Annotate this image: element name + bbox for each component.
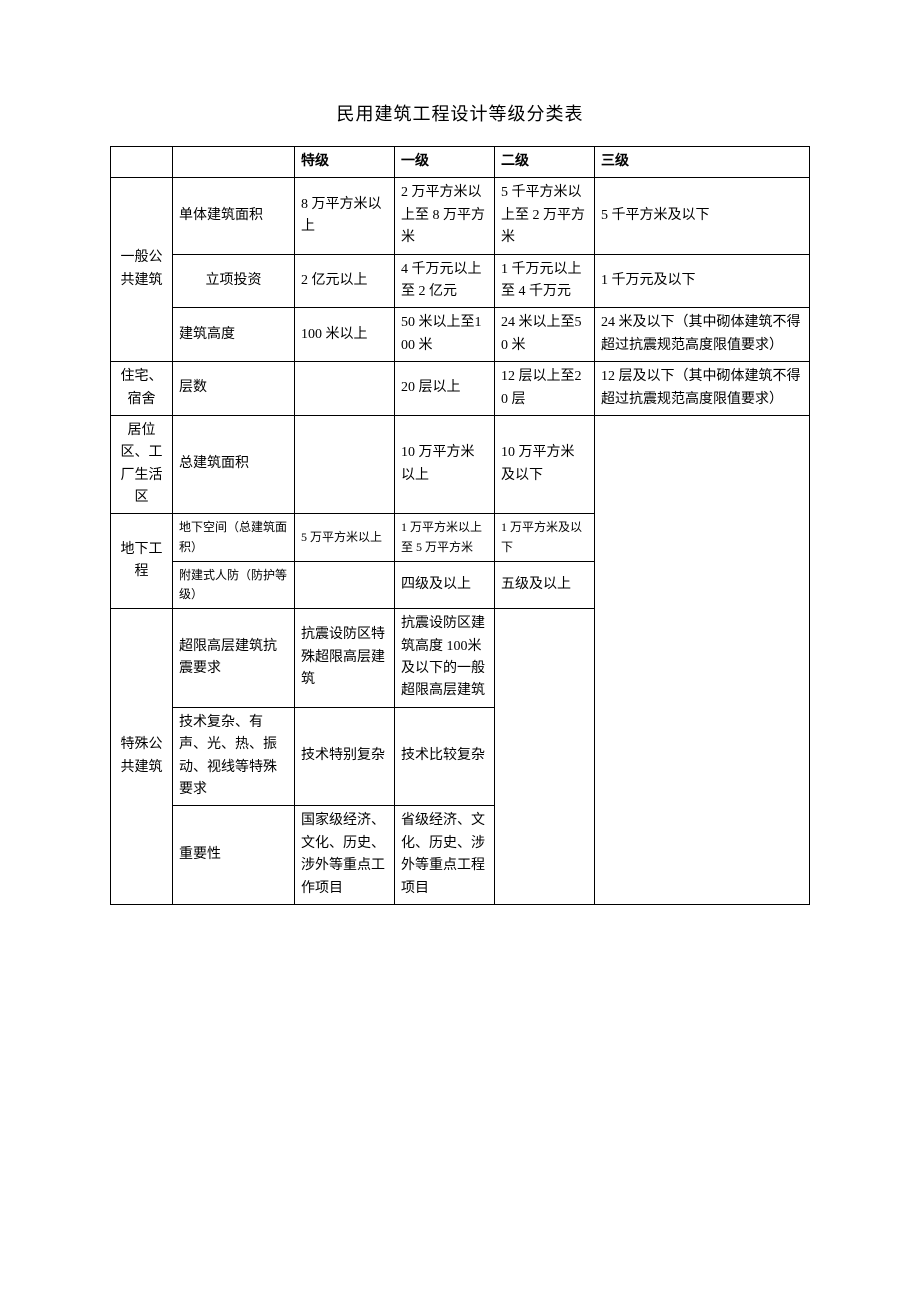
cell: 2 万平方米以上至 8 万平方米: [395, 178, 495, 254]
cell: 技术比较复杂: [395, 707, 495, 806]
cell: 24 米及以下（其中砌体建筑不得超过抗震规范高度限值要求）: [595, 308, 810, 362]
cell: 2 亿元以上: [295, 254, 395, 308]
sub-height: 建筑高度: [173, 308, 295, 362]
col-header-blank2: [173, 147, 295, 178]
cell: 抗震设防区建筑高度 100米及以下的一般超限高层建筑: [395, 609, 495, 708]
classification-table: 特级 一级 二级 三级 一般公共建筑 单体建筑面积 8 万平方米以上 2 万平方…: [110, 146, 810, 905]
cell: 50 米以上至100 米: [395, 308, 495, 362]
col-header-sanji: 三级: [595, 147, 810, 178]
sub-underground-area: 地下空间（总建筑面积）: [173, 514, 295, 561]
col-header-blank1: [111, 147, 173, 178]
col-header-yiji: 一级: [395, 147, 495, 178]
table-row: 一般公共建筑 单体建筑面积 8 万平方米以上 2 万平方米以上至 8 万平方米 …: [111, 178, 810, 254]
cell: [295, 561, 395, 608]
table-row: 居位区、工厂生活区 总建筑面积 10 万平方米以上 10 万平方米及以下: [111, 415, 810, 514]
cell: 1 万平方米以上至 5 万平方米: [395, 514, 495, 561]
cell: [295, 415, 395, 514]
cell: 1 千万元及以下: [595, 254, 810, 308]
cat-special-public: 特殊公共建筑: [111, 609, 173, 905]
cat-residential-area: 居位区、工厂生活区: [111, 415, 173, 514]
cell: 技术特别复杂: [295, 707, 395, 806]
cell: [295, 362, 395, 416]
cell: 省级经济、文化、历史、涉外等重点工程项目: [395, 806, 495, 905]
cell-merged-l3: [595, 415, 810, 904]
table-row: 住宅、宿舍 层数 20 层以上 12 层以上至20 层 12 层及以下（其中砌体…: [111, 362, 810, 416]
cat-residential: 住宅、宿舍: [111, 362, 173, 416]
cell-merged-l2: [495, 609, 595, 905]
page-title: 民用建筑工程设计等级分类表: [110, 100, 810, 126]
sub-total-area: 总建筑面积: [173, 415, 295, 514]
sub-civil-defense: 附建式人防（防护等级）: [173, 561, 295, 608]
col-header-erji: 二级: [495, 147, 595, 178]
sub-importance: 重要性: [173, 806, 295, 905]
cell: 24 米以上至50 米: [495, 308, 595, 362]
cell: 5 千平方米及以下: [595, 178, 810, 254]
cell: 5 千平方米以上至 2 万平方米: [495, 178, 595, 254]
col-header-teji: 特级: [295, 147, 395, 178]
cell: 8 万平方米以上: [295, 178, 395, 254]
cell: 100 米以上: [295, 308, 395, 362]
cell: 1 千万元以上至 4 千万元: [495, 254, 595, 308]
cell: 5 万平方米以上: [295, 514, 395, 561]
table-header-row: 特级 一级 二级 三级: [111, 147, 810, 178]
cell: 12 层以上至20 层: [495, 362, 595, 416]
cell: 抗震设防区特殊超限高层建筑: [295, 609, 395, 708]
cell: 20 层以上: [395, 362, 495, 416]
cell: 五级及以上: [495, 561, 595, 608]
sub-building-area: 单体建筑面积: [173, 178, 295, 254]
cell: 1 万平方米及以下: [495, 514, 595, 561]
cell: 4 千万元以上至 2 亿元: [395, 254, 495, 308]
cat-general-public: 一般公共建筑: [111, 178, 173, 362]
sub-investment: 立项投资: [173, 254, 295, 308]
cat-underground: 地下工程: [111, 514, 173, 609]
sub-seismic: 超限高层建筑抗震要求: [173, 609, 295, 708]
cell: 12 层及以下（其中砌体建筑不得超过抗震规范高度限值要求）: [595, 362, 810, 416]
cell: 10 万平方米及以下: [495, 415, 595, 514]
cell: 国家级经济、文化、历史、涉外等重点工作项目: [295, 806, 395, 905]
table-row: 立项投资 2 亿元以上 4 千万元以上至 2 亿元 1 千万元以上至 4 千万元…: [111, 254, 810, 308]
table-row: 建筑高度 100 米以上 50 米以上至100 米 24 米以上至50 米 24…: [111, 308, 810, 362]
cell: 10 万平方米以上: [395, 415, 495, 514]
sub-technical: 技术复杂、有声、光、热、振动、视线等特殊要求: [173, 707, 295, 806]
cell: 四级及以上: [395, 561, 495, 608]
sub-floors: 层数: [173, 362, 295, 416]
